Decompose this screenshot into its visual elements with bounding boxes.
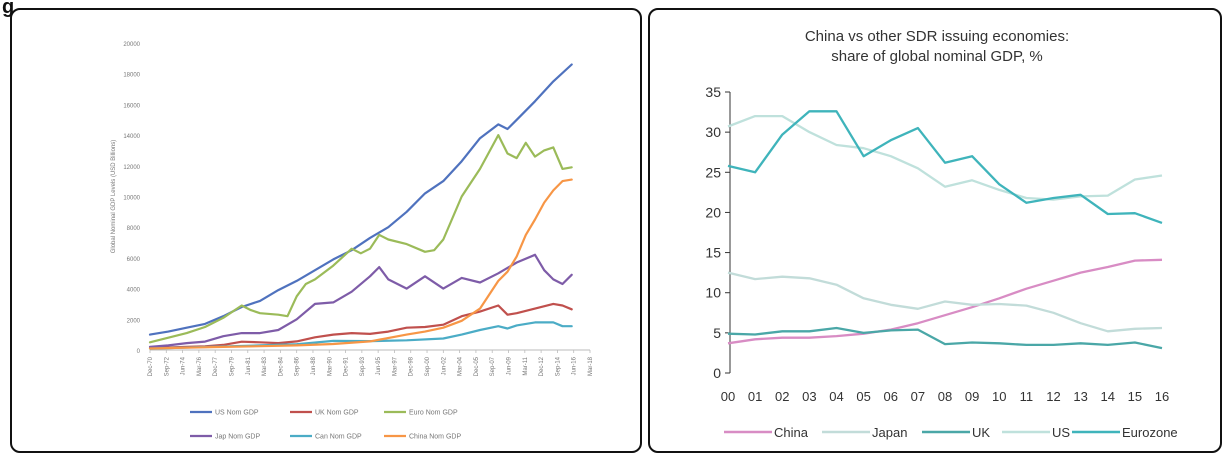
y-tick-label: 12000 — [123, 165, 140, 171]
y-tick-label: 16000 — [123, 103, 140, 109]
left-chart-panel: 0 2000 4000 6000 8000 10000 12000 14000 16000 180… — [10, 8, 642, 453]
x-tick-label: 09 — [965, 389, 979, 404]
legend-label: Euro Nom GDP — [409, 410, 458, 417]
legend-label: Japan — [872, 425, 907, 440]
series-line — [727, 271, 1163, 333]
x-tick-label: Sep-00 — [425, 356, 431, 376]
series-line — [148, 302, 573, 350]
series-line — [727, 258, 1163, 345]
x-tick-label: Jun-74 — [181, 356, 187, 375]
x-tick-label: Dec-98 — [409, 356, 415, 376]
x-tick-label: 15 — [1128, 389, 1142, 404]
series-line — [727, 114, 1163, 201]
x-tick-label: 16 — [1155, 389, 1169, 404]
x-tick-label: 11 — [1020, 389, 1034, 404]
x-tick-label: 02 — [775, 389, 789, 404]
gdp-share-chart: China vs other SDR issuing economies: sha… — [705, 28, 1178, 440]
x-tick-label: Mar-90 — [327, 356, 333, 376]
x-tick-label: Sep-14 — [555, 356, 561, 376]
x-tick-label: Mar-76 — [197, 356, 203, 376]
x-tick-label: Mar-83 — [262, 356, 268, 376]
x-tick-label: Jun-02 — [441, 356, 447, 375]
series-line — [148, 178, 573, 350]
y-axis-label: Global Nominal GDP Levels (USD Billions) — [111, 140, 117, 254]
x-tick-label: Jun-95 — [376, 356, 382, 375]
x-tick-label: Mar-11 — [523, 356, 529, 375]
y-tick-label: 30 — [705, 124, 721, 140]
y-tick-label: 18000 — [123, 73, 140, 79]
legend-label: US — [1052, 425, 1070, 440]
x-tick-label: 13 — [1073, 389, 1087, 404]
x-tick-label: Dec-77 — [213, 356, 219, 376]
y-tick-label: 35 — [705, 84, 721, 100]
x-tick-label: Mar-18 — [588, 356, 594, 376]
chart-title: China vs other SDR issuing economies: — [805, 28, 1069, 45]
series-line — [727, 326, 1163, 350]
x-tick-label: 12 — [1046, 389, 1060, 404]
y-tick-label: 4000 — [127, 288, 141, 294]
legend-label: China — [774, 425, 809, 440]
legend-label: China Nom GDP — [409, 434, 461, 441]
y-tick-label: 10 — [705, 285, 721, 301]
series-line — [148, 63, 573, 336]
x-tick-label: 05 — [856, 389, 870, 404]
x-tick-label: 07 — [911, 389, 925, 404]
x-tick-label: 08 — [938, 389, 952, 404]
x-tick-label: Mar-04 — [458, 356, 464, 376]
legend-label: Can Nom GDP — [315, 434, 362, 441]
y-tick-label: 20000 — [123, 42, 140, 48]
x-tick-label: Dec-70 — [148, 356, 154, 376]
x-tick-label: 10 — [992, 389, 1006, 404]
right-chart-panel: China vs other SDR issuing economies: sha… — [648, 8, 1222, 453]
y-tick-label: 15 — [705, 245, 721, 261]
x-tick-label: Dec-12 — [539, 356, 545, 376]
y-tick-label: 2000 — [127, 318, 141, 324]
legend-label: Jap Nom GDP — [215, 434, 260, 441]
legend-label: US Nom GDP — [215, 410, 259, 417]
series-line — [148, 253, 573, 348]
chart-subtitle: share of global nominal GDP, % — [831, 48, 1043, 65]
x-tick-label: Sep-72 — [164, 356, 170, 376]
x-tick-label: Dec-91 — [344, 356, 350, 376]
x-tick-label: Jun-81 — [246, 356, 252, 375]
x-tick-label: Sep-07 — [490, 356, 496, 376]
x-tick-label: 03 — [802, 389, 816, 404]
x-tick-label: 00 — [721, 389, 735, 404]
y-tick-label: 14000 — [123, 134, 140, 140]
legend-label: Eurozone — [1122, 425, 1178, 440]
series-line — [727, 110, 1163, 224]
x-tick-label: Jun-16 — [572, 356, 578, 375]
x-tick-label: Sep-86 — [295, 356, 301, 376]
y-tick-label: 25 — [705, 164, 721, 180]
x-tick-label: 01 — [748, 389, 762, 404]
y-tick-label: 0 — [713, 365, 721, 381]
x-tick-label: Mar-97 — [392, 356, 398, 376]
y-tick-label: 6000 — [127, 257, 141, 263]
y-tick-label: 0 — [137, 349, 141, 355]
y-tick-label: 20 — [705, 204, 721, 220]
x-tick-label: Sep-93 — [360, 356, 366, 376]
x-tick-label: 14 — [1101, 389, 1115, 404]
gdp-levels-chart: 0 2000 4000 6000 8000 10000 12000 14000 16000 180… — [111, 42, 594, 441]
x-tick-label: 04 — [829, 389, 843, 404]
x-tick-label: Jun-09 — [507, 356, 513, 375]
x-tick-label: Jun-88 — [311, 356, 317, 375]
legend-label: UK Nom GDP — [315, 410, 359, 417]
y-tick-label: 8000 — [127, 226, 141, 232]
y-tick-label: 5 — [713, 325, 721, 341]
legend-label: UK — [972, 425, 990, 440]
y-tick-label: 10000 — [123, 196, 140, 202]
x-tick-label: Dec-05 — [474, 356, 480, 376]
series-line — [148, 134, 573, 344]
x-tick-label: 06 — [884, 389, 898, 404]
x-tick-label: Dec-84 — [278, 356, 284, 376]
x-tick-label: Sep-79 — [229, 356, 235, 376]
